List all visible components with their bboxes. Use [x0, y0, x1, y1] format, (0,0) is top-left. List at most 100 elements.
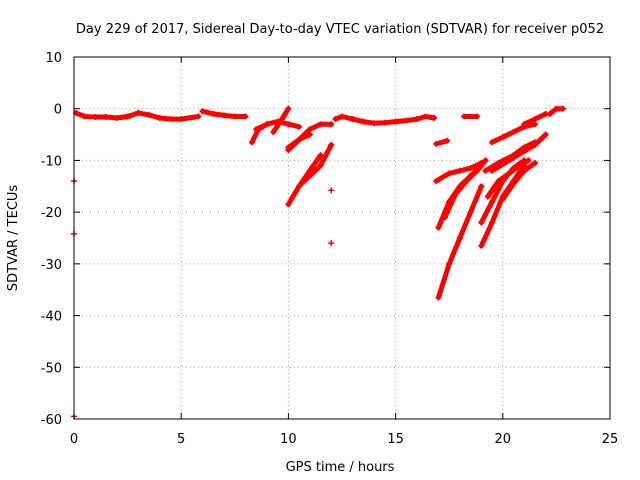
series-arc-10.5-12 — [298, 141, 335, 187]
data-point — [221, 112, 228, 119]
grid-layer — [74, 57, 610, 419]
data-point — [546, 110, 553, 117]
data-point — [328, 121, 335, 128]
data-point — [298, 180, 305, 187]
data-point — [317, 162, 324, 169]
data-point — [306, 126, 313, 133]
data-point — [553, 105, 560, 112]
data-point — [92, 113, 99, 120]
data-point — [328, 240, 335, 247]
y-tick-label: 0 — [54, 103, 62, 118]
y-tick-label: -30 — [41, 258, 62, 273]
data-point — [135, 109, 142, 116]
data-point — [433, 140, 440, 147]
series-band-16-16.8 — [414, 113, 438, 123]
y-axis: 10 0 -10 -20 -30 -40 -50 -60 — [41, 51, 610, 428]
data-point — [478, 183, 485, 190]
x-axis-label: GPS time / hours — [286, 460, 395, 475]
data-point — [306, 172, 313, 179]
data-point — [296, 123, 303, 130]
data-point — [525, 157, 532, 164]
data-point — [435, 294, 442, 301]
series-arc-21-22 — [521, 110, 549, 128]
x-tick-label: 10 — [280, 432, 297, 447]
data-point — [433, 178, 440, 185]
series-dash-18.2-1.5 — [461, 113, 481, 120]
data-point — [531, 116, 538, 123]
data-point — [278, 116, 285, 123]
data-point — [521, 167, 528, 174]
data-point — [146, 111, 153, 118]
series-arc-19.5-22 — [489, 131, 549, 174]
data-point — [431, 115, 438, 122]
data-point — [489, 219, 496, 226]
data-layer — [71, 105, 566, 420]
data-point — [474, 113, 481, 120]
data-point — [126, 112, 133, 119]
data-point — [285, 147, 292, 154]
series-arc-17-36 — [435, 183, 485, 301]
data-point — [467, 165, 474, 172]
series-band-6-8 — [199, 108, 249, 120]
data-point — [381, 119, 388, 126]
series-band-0-2.5 — [73, 109, 131, 122]
data-point — [414, 116, 421, 123]
data-point — [499, 196, 506, 203]
data-point — [296, 136, 303, 143]
data-point — [210, 110, 217, 117]
data-point — [478, 219, 485, 226]
data-point — [285, 201, 292, 208]
data-point — [253, 126, 260, 133]
data-point — [156, 115, 163, 122]
series-arc-9.3-10 — [270, 105, 292, 135]
data-point — [456, 235, 463, 241]
data-point — [510, 180, 517, 187]
data-point — [248, 139, 255, 146]
series-dash-17-6.5 — [433, 137, 451, 147]
data-point — [285, 121, 292, 128]
series-trace — [436, 183, 484, 300]
data-point — [463, 178, 470, 185]
data-point — [328, 187, 335, 194]
data-point — [489, 198, 496, 205]
series-trace — [127, 110, 201, 122]
y-tick-label: -10 — [41, 154, 62, 169]
y-tick-label: -20 — [41, 206, 62, 221]
data-point — [441, 214, 448, 221]
data-point — [195, 113, 202, 120]
data-point — [435, 224, 442, 231]
data-point — [506, 170, 513, 177]
data-point — [317, 121, 324, 128]
series-band-2.5-6 — [126, 109, 202, 123]
data-point — [489, 167, 496, 174]
data-point — [167, 116, 174, 123]
x-axis: 0 5 10 15 20 25 — [70, 57, 618, 447]
y-tick-label: -50 — [41, 361, 62, 376]
data-point — [452, 191, 459, 198]
data-point — [489, 139, 496, 146]
x-tick-label: 15 — [387, 432, 404, 447]
data-point — [242, 113, 249, 120]
x-tick-label: 20 — [495, 432, 512, 447]
data-point — [285, 105, 292, 112]
data-point — [317, 152, 324, 159]
data-point — [360, 118, 367, 125]
data-point — [559, 105, 566, 112]
data-point — [495, 178, 502, 185]
series-point-12-16 — [328, 187, 335, 194]
series-point-12-26 — [328, 240, 335, 247]
data-point — [199, 108, 206, 115]
data-point — [467, 209, 474, 216]
data-point — [178, 116, 185, 123]
y-tick-label: -60 — [41, 413, 62, 428]
series-arc-22.2-22.8 — [546, 105, 566, 117]
data-point — [349, 116, 356, 123]
data-point — [531, 121, 538, 128]
data-point — [510, 154, 517, 161]
data-point — [270, 128, 277, 135]
series-arc-10-12 — [285, 121, 335, 154]
data-point — [263, 121, 270, 128]
data-point — [461, 113, 468, 120]
chart-title: Day 229 of 2017, Sidereal Day-to-day VTE… — [76, 22, 604, 37]
